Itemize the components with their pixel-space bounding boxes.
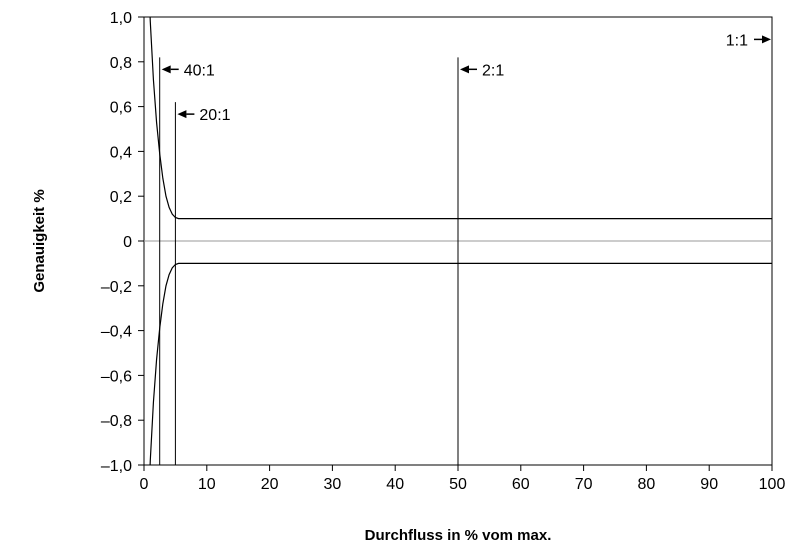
x-tick-label: 60: [512, 476, 530, 493]
x-tick-label: 50: [449, 476, 467, 493]
x-tick-label: 10: [198, 476, 216, 493]
y-tick-label: –0,6: [101, 368, 132, 385]
y-tick-label: –1,0: [101, 458, 132, 475]
y-tick-label: –0,2: [101, 279, 132, 296]
turndown-label: 20:1: [199, 107, 230, 124]
x-axis-title: Durchfluss in % vom max.: [365, 527, 552, 544]
arrow-head: [177, 110, 187, 119]
turndown-label: 2:1: [482, 62, 504, 79]
x-tick-label: 80: [638, 476, 656, 493]
x-tick-label: 30: [324, 476, 342, 493]
y-axis-title: Genauigkeit %: [31, 189, 48, 292]
y-tick-label: 0,8: [110, 55, 132, 72]
turndown-label: 40:1: [184, 62, 215, 79]
lower-accuracy-line: [149, 262, 772, 465]
x-tick-label: 100: [759, 476, 786, 493]
y-tick-label: –0,4: [101, 324, 132, 341]
arrow-head: [460, 65, 469, 74]
arrow-head: [762, 35, 771, 44]
arrow-head: [161, 65, 171, 74]
y-tick-label: –0,8: [101, 413, 132, 430]
x-tick-label: 20: [261, 476, 279, 493]
x-tick-label: 90: [700, 476, 718, 493]
upper-accuracy-line: [149, 17, 772, 220]
x-tick-label: 0: [140, 476, 149, 493]
x-tick-label: 40: [386, 476, 404, 493]
y-tick-label: 0,4: [110, 144, 132, 161]
y-tick-label: 0,2: [110, 189, 132, 206]
y-tick-label: 1,0: [110, 10, 132, 27]
x-tick-label: 70: [575, 476, 593, 493]
full-scale-label: 1:1: [726, 32, 748, 49]
y-tick-label: 0: [123, 234, 132, 251]
y-tick-label: 0,6: [110, 100, 132, 117]
